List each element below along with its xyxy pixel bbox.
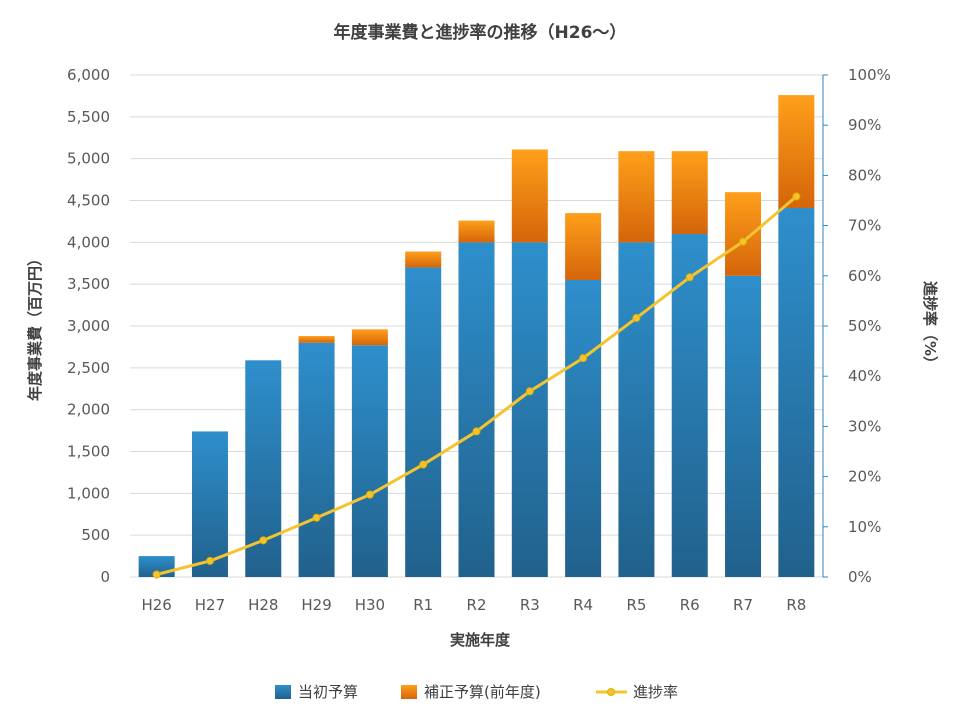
- y-tick-label: 5,500: [67, 108, 110, 126]
- y-axis-right-ticks: 0% 10% 20% 30% 40% 50% 60% 70% 80% 90% 100%: [848, 66, 891, 586]
- y-axis-left-ticks: 0 500 1,000 1,500 2,000 2,500 3,000 3,500 4,000 4…: [67, 66, 110, 586]
- y-tick-label: 0: [100, 568, 110, 586]
- legend-swatch-initial-budget: [275, 685, 291, 699]
- bar-initial-budget: [565, 279, 602, 577]
- y-tick-label: 3,500: [67, 275, 110, 293]
- y-tick-label: 500: [81, 526, 110, 544]
- bar-supplementary-budget: [725, 192, 762, 276]
- y-tick-label: 5,000: [67, 150, 110, 168]
- y2-tick-label: 30%: [848, 417, 881, 435]
- x-tick-label: H28: [248, 596, 278, 614]
- progress-point: [152, 570, 161, 579]
- y2-tick-label: 60%: [848, 267, 881, 285]
- y-tick-label: 1,500: [67, 443, 110, 461]
- y-tick-label: 2,500: [67, 359, 110, 377]
- bar-supplementary-budget: [405, 251, 442, 268]
- bar-initial-budget: [191, 431, 228, 577]
- legend-label-initial-budget: 当初予算: [298, 683, 358, 701]
- x-tick-label: H26: [141, 596, 171, 614]
- legend-item-supplementary-budget[interactable]: 補正予算(前年度): [401, 683, 541, 701]
- legend-item-progress-rate[interactable]: 進捗率: [596, 683, 678, 701]
- progress-point: [205, 556, 214, 565]
- y-tick-label: 2,000: [67, 401, 110, 419]
- y-axis-left-title: 年度事業費（百万円）: [26, 251, 44, 401]
- progress-line: [152, 192, 801, 579]
- x-tick-label: R5: [626, 596, 646, 614]
- x-axis-title: 実施年度: [450, 631, 511, 649]
- y-tick-label: 4,500: [67, 192, 110, 210]
- bar-supplementary-budget: [671, 151, 708, 234]
- y-tick-label: 6,000: [67, 66, 110, 84]
- legend-label-progress-rate: 進捗率: [633, 683, 678, 701]
- progress-point: [419, 460, 428, 469]
- x-tick-label: H27: [195, 596, 225, 614]
- legend-item-initial-budget[interactable]: 当初予算: [275, 683, 358, 701]
- progress-point: [632, 313, 641, 322]
- legend-label-supplementary-budget: 補正予算(前年度): [424, 683, 541, 701]
- chart-title: 年度事業費と進捗率の推移（H26～）: [334, 22, 627, 43]
- progress-point: [472, 427, 481, 436]
- x-tick-label: R2: [467, 596, 487, 614]
- x-tick-label: H30: [355, 596, 385, 614]
- progress-point: [525, 387, 534, 396]
- x-tick-label: R7: [733, 596, 753, 614]
- y2-tick-label: 40%: [848, 367, 881, 385]
- bar-initial-budget: [298, 342, 335, 577]
- bar-supplementary-budget: [511, 149, 548, 243]
- bar-supplementary-budget: [565, 213, 602, 280]
- y-tick-label: 1,000: [67, 484, 110, 502]
- x-tick-label: R8: [786, 596, 806, 614]
- bar-supplementary-budget: [458, 220, 495, 243]
- bar-initial-budget: [618, 242, 655, 578]
- y2-tick-label: 20%: [848, 468, 881, 486]
- bar-initial-budget: [458, 242, 495, 578]
- y2-tick-label: 90%: [848, 116, 881, 134]
- bar-initial-budget: [351, 345, 388, 577]
- y2-tick-label: 100%: [848, 66, 891, 84]
- y2-tick-label: 10%: [848, 518, 881, 536]
- legend: 当初予算 補正予算(前年度) 進捗率: [275, 683, 678, 701]
- y2-tick-label: 0%: [848, 568, 872, 586]
- y2-tick-label: 80%: [848, 166, 881, 184]
- x-tick-label: R1: [413, 596, 433, 614]
- bar-supplementary-budget: [351, 329, 388, 346]
- bar-supplementary-budget: [618, 151, 655, 243]
- progress-point: [792, 192, 801, 201]
- progress-point: [365, 490, 374, 499]
- bar-supplementary-budget: [298, 336, 335, 343]
- progress-point: [312, 513, 321, 522]
- bar-supplementary-budget: [778, 95, 815, 209]
- y2-tick-label: 70%: [848, 217, 881, 235]
- bar-initial-budget: [778, 208, 815, 577]
- progress-point: [259, 536, 268, 545]
- x-tick-label: H29: [301, 596, 331, 614]
- y-axis-right-tickmarks: [823, 74, 828, 578]
- bar-initial-budget: [671, 233, 708, 577]
- y-axis-right-title: 進捗率（%）: [921, 281, 939, 371]
- x-tick-label: R4: [573, 596, 593, 614]
- x-axis-ticks: H26 H27 H28 H29 H30 R1 R2 R3 R4 R5 R6 R7 R8: [141, 596, 806, 614]
- progress-point: [685, 273, 694, 282]
- y-tick-label: 4,000: [67, 233, 110, 251]
- progress-point: [739, 237, 748, 246]
- legend-swatch-supplementary-budget: [401, 685, 417, 699]
- y-tick-label: 3,000: [67, 317, 110, 335]
- x-tick-label: R6: [680, 596, 700, 614]
- legend-swatch-progress-marker: [607, 688, 615, 696]
- y2-tick-label: 50%: [848, 317, 881, 335]
- bar-initial-budget: [405, 267, 442, 577]
- x-tick-label: R3: [520, 596, 540, 614]
- bar-initial-budget: [725, 275, 762, 577]
- bar-initial-budget: [511, 242, 548, 578]
- bars: [138, 95, 815, 578]
- progress-point: [579, 354, 588, 363]
